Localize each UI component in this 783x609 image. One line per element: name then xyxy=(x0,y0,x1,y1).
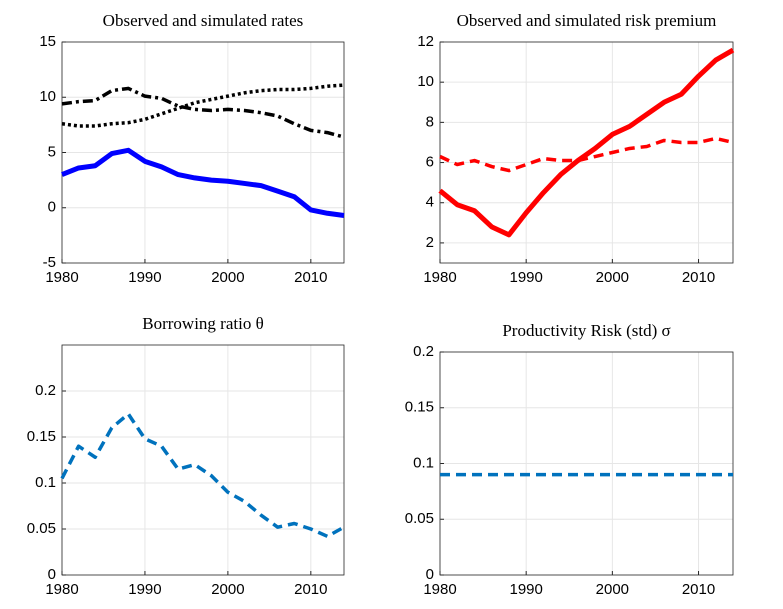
y-tick-label: 0 xyxy=(48,566,56,583)
y-tick-label: 6 xyxy=(426,154,434,171)
y-tick-label: 0.05 xyxy=(405,510,434,527)
x-tick-label: 2010 xyxy=(294,581,327,598)
y-tick-label: 15 xyxy=(39,33,56,50)
x-tick-label: 2000 xyxy=(211,269,244,286)
data-line xyxy=(61,147,345,218)
x-tick-label: 2010 xyxy=(294,269,327,286)
data-line xyxy=(438,47,735,238)
data-line xyxy=(61,86,345,139)
x-tick-label: 1980 xyxy=(45,581,78,598)
x-tick-label: 1980 xyxy=(45,269,78,286)
y-tick-label: 0 xyxy=(426,566,434,583)
y-tick-label: 0.2 xyxy=(413,343,434,360)
x-tick-label: 1990 xyxy=(509,581,542,598)
x-tick-label: 1980 xyxy=(423,269,456,286)
y-tick-label: 0.2 xyxy=(35,382,56,399)
chart-title: Borrowing ratio θ xyxy=(142,314,263,333)
x-tick-label: 1990 xyxy=(509,269,542,286)
y-tick-label: 0.1 xyxy=(35,474,56,491)
chart-title: Observed and simulated rates xyxy=(103,11,304,30)
y-tick-label: 0.1 xyxy=(413,454,434,471)
y-tick-label: 0 xyxy=(48,199,56,216)
y-tick-label: 5 xyxy=(48,143,56,160)
axes-frame xyxy=(61,344,345,576)
x-tick-label: 1980 xyxy=(423,581,456,598)
x-tick-label: 2000 xyxy=(596,581,629,598)
y-tick-label: 10 xyxy=(417,73,434,90)
plot-area xyxy=(62,345,344,575)
y-tick-label: 12 xyxy=(417,33,434,50)
y-tick-label: 0.05 xyxy=(27,520,56,537)
x-tick-label: 2000 xyxy=(596,269,629,286)
data-line xyxy=(439,136,734,173)
x-tick-label: 2010 xyxy=(682,581,715,598)
y-tick-label: -5 xyxy=(43,254,56,271)
x-tick-label: 2000 xyxy=(211,581,244,598)
y-tick-label: 2 xyxy=(426,234,434,251)
y-tick-label: 4 xyxy=(426,194,434,211)
data-line xyxy=(61,83,345,128)
x-tick-label: 2010 xyxy=(682,269,715,286)
y-tick-label: 8 xyxy=(426,113,434,130)
y-tick-label: 0.15 xyxy=(405,399,434,416)
axes-frame xyxy=(439,351,734,576)
x-tick-label: 1990 xyxy=(128,581,161,598)
axes-frame xyxy=(439,41,734,264)
y-tick-label: 0.15 xyxy=(27,428,56,445)
chart-title: Observed and simulated risk premium xyxy=(457,11,717,30)
data-line xyxy=(60,412,345,539)
chart-title: Productivity Risk (std) σ xyxy=(502,321,670,340)
y-tick-label: 10 xyxy=(39,88,56,105)
axes-frame xyxy=(61,41,345,264)
x-tick-label: 1990 xyxy=(128,269,161,286)
